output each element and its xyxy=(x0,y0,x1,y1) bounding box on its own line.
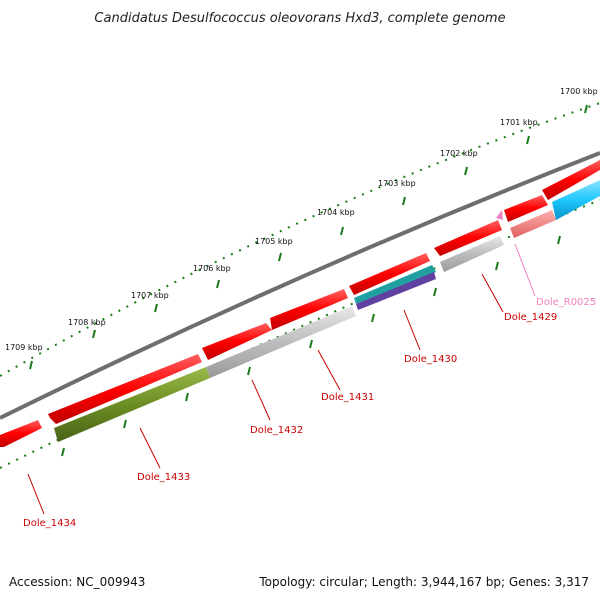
gene-feature-gray[interactable] xyxy=(206,306,356,378)
gene-label-dole-1432: Dole_1432 xyxy=(250,425,303,436)
scale-ticks-outer xyxy=(29,104,588,370)
scale-label-1700: 1700 kbp xyxy=(560,87,598,96)
map-title: Candidatus Desulfococcus oleovorans Hxd3… xyxy=(94,11,505,26)
scale-label-1706: 1706 kbp xyxy=(193,264,231,273)
gene-feature-purple[interactable] xyxy=(356,272,436,310)
gene-feature[interactable] xyxy=(202,323,272,360)
gene-feature-cyan[interactable] xyxy=(552,180,600,220)
rna-feature[interactable] xyxy=(496,210,503,220)
genome-backbone xyxy=(0,151,600,420)
gene-label-dole-1431: Dole_1431 xyxy=(321,392,374,403)
scale-label-1702: 1702 kbp xyxy=(440,149,478,158)
label-leaders xyxy=(27,243,536,515)
scale-label-1703: 1703 kbp xyxy=(378,179,416,188)
gene-feature[interactable] xyxy=(504,195,548,222)
scale-label-1709: 1709 kbp xyxy=(5,343,43,352)
gene-feature-light-red[interactable] xyxy=(510,210,556,238)
scale-ticks-inner xyxy=(61,235,561,457)
reverse-genes xyxy=(54,180,600,442)
gene-feature-olive[interactable] xyxy=(54,367,210,442)
gene-label-dole-1430: Dole_1430 xyxy=(404,354,457,365)
scale-label-1707: 1707 kbp xyxy=(131,291,169,300)
gene-label-dole-r0025: Dole_R0025 xyxy=(536,297,596,308)
scale-label-1704: 1704 kbp xyxy=(317,208,355,217)
forward-genes xyxy=(0,160,600,447)
gene-feature-teal[interactable] xyxy=(354,265,436,304)
gene-feature[interactable] xyxy=(542,160,600,200)
gene-label-dole-1434: Dole_1434 xyxy=(23,518,76,529)
scale-label-1705: 1705 kbp xyxy=(255,237,293,246)
accession-text: Accession: NC_009943 xyxy=(9,575,145,589)
gene-feature[interactable] xyxy=(48,354,202,424)
gene-feature-gray[interactable] xyxy=(440,236,504,272)
scale-label-1708: 1708 kbp xyxy=(68,318,106,327)
gene-feature[interactable] xyxy=(349,253,430,295)
topology-text: Topology: circular; Length: 3,944,167 bp… xyxy=(258,575,589,589)
scale-label-1701: 1701 kbp xyxy=(500,118,538,127)
gene-label-dole-1429: Dole_1429 xyxy=(504,312,557,323)
gene-feature[interactable] xyxy=(434,220,502,256)
gene-feature[interactable] xyxy=(270,289,348,330)
gene-feature[interactable] xyxy=(0,420,42,447)
gene-label-dole-1433: Dole_1433 xyxy=(137,472,190,483)
